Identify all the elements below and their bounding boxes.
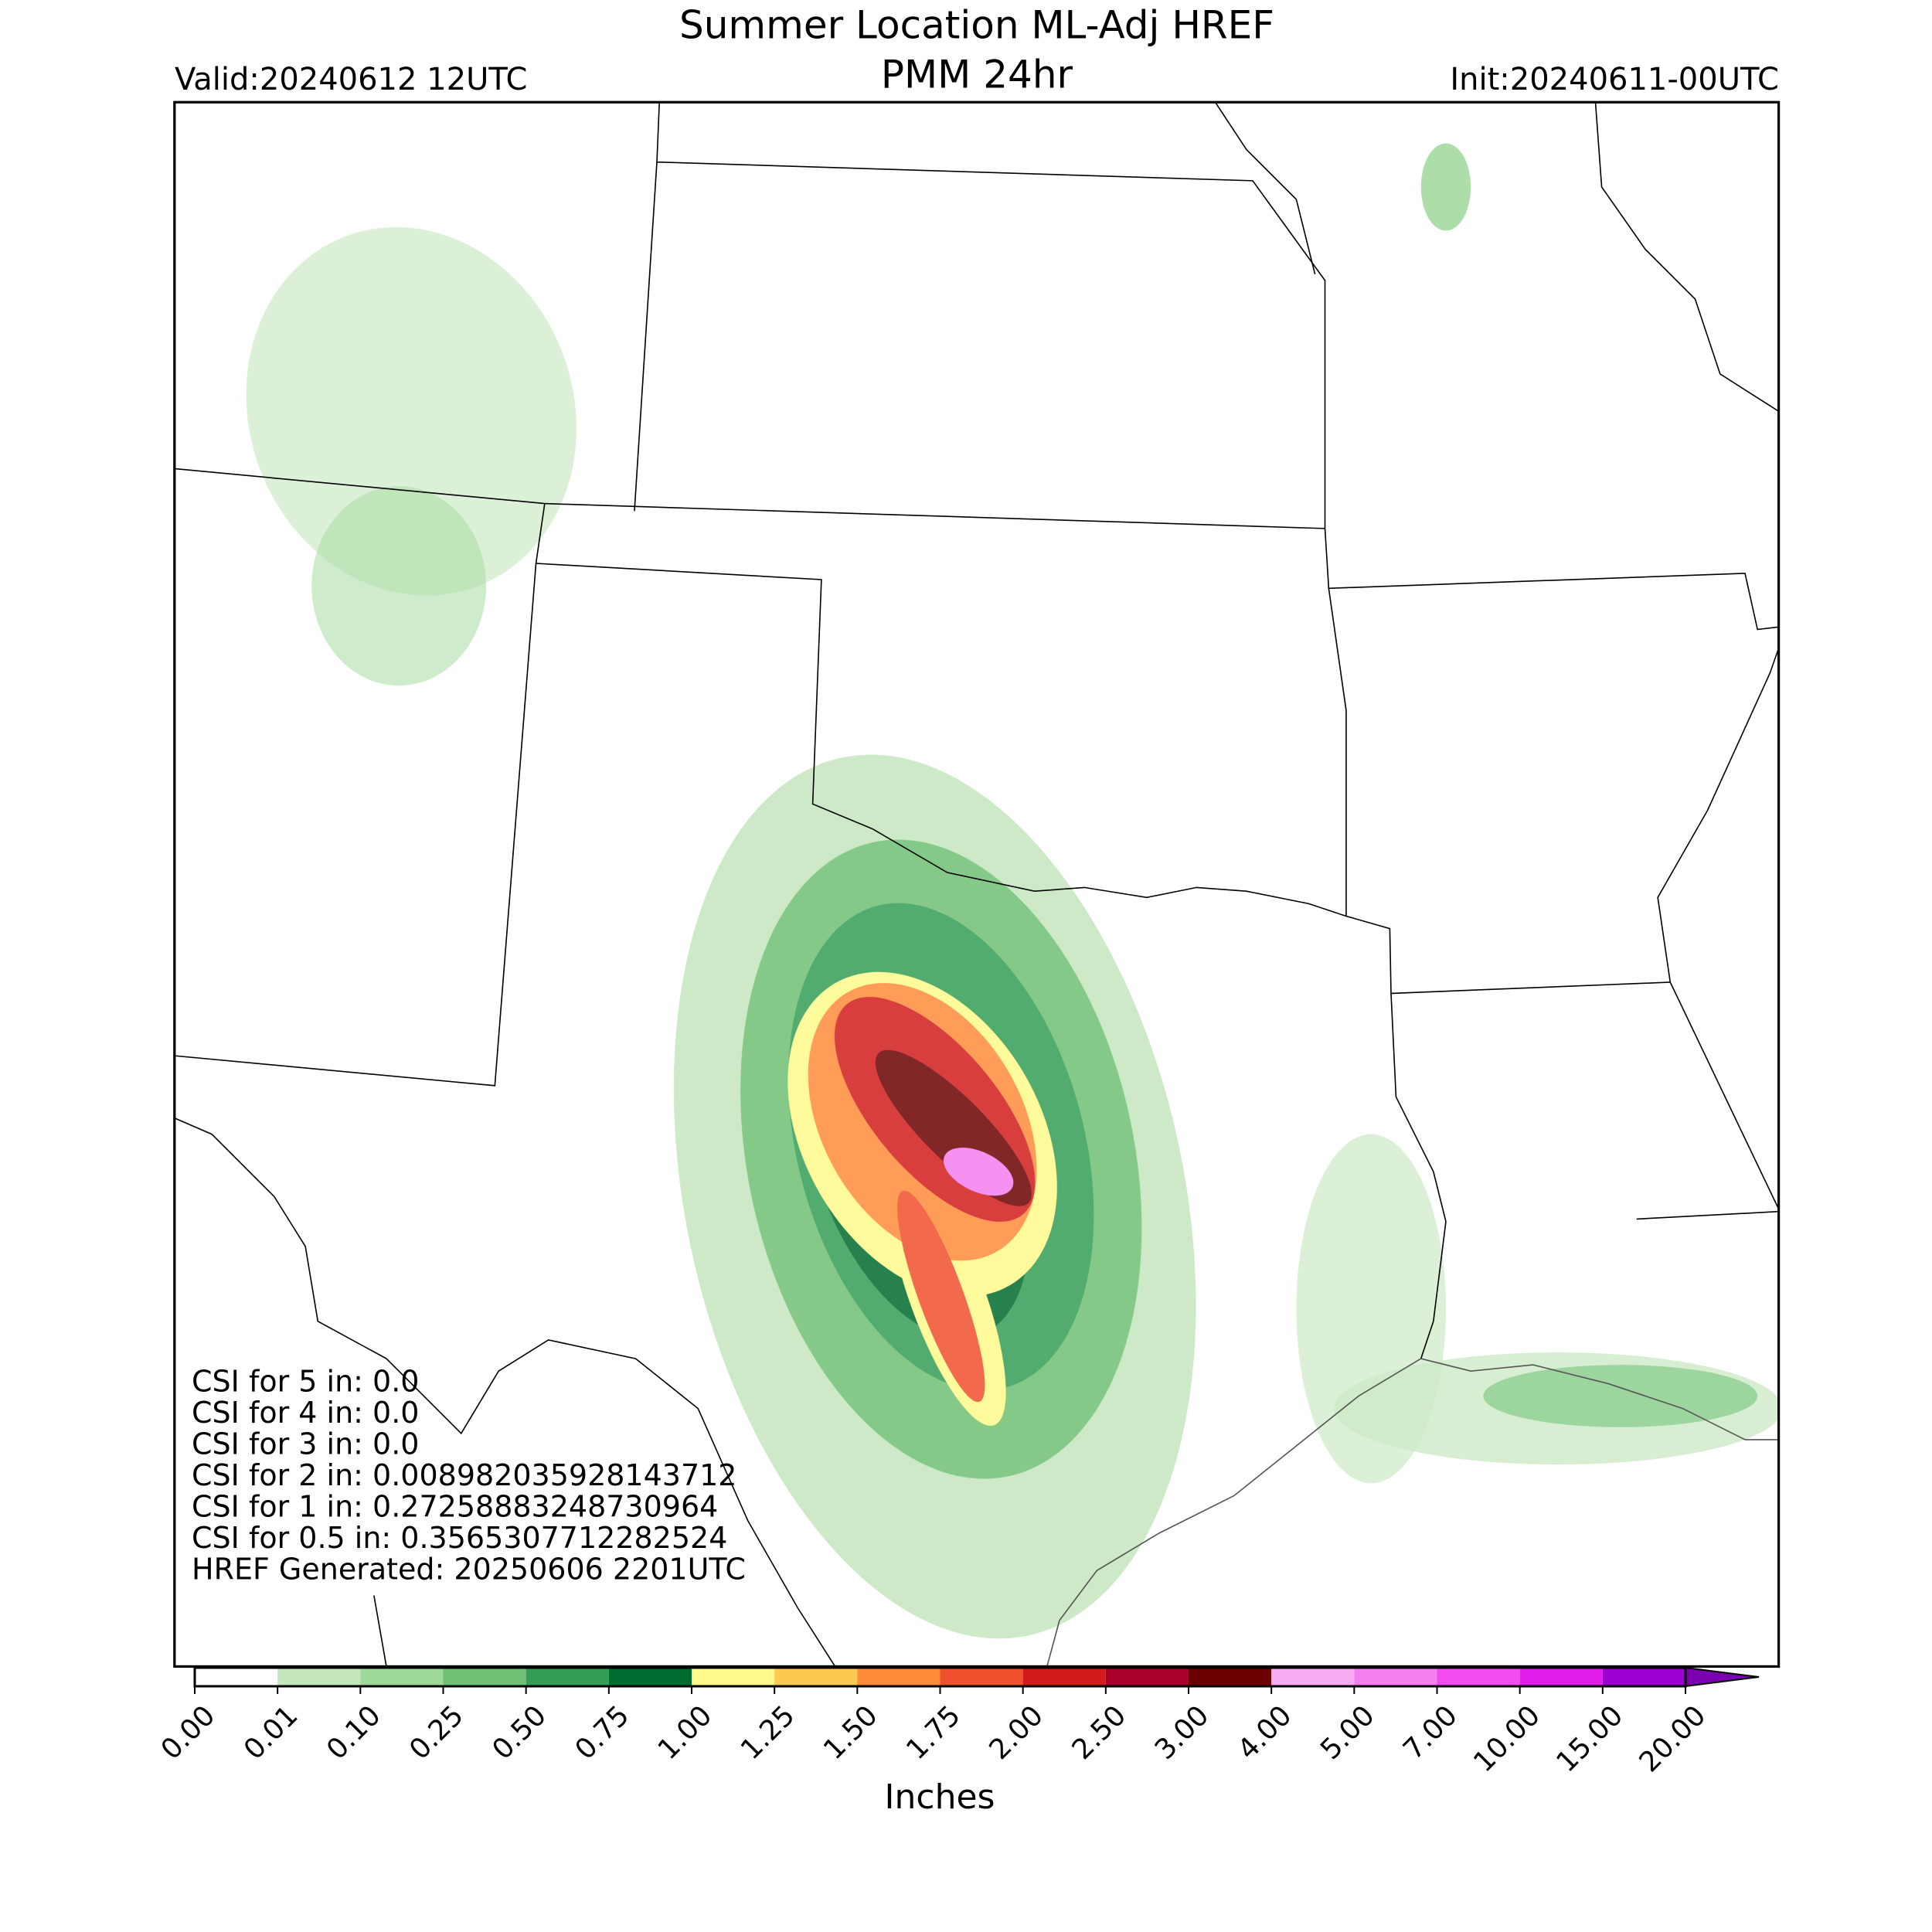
colorbar-tick-label: 2.00 — [983, 1699, 1049, 1766]
colorbar-segment — [1519, 1668, 1603, 1686]
colorbar-tick-label: 0.00 — [155, 1699, 222, 1766]
stat-line: CSI for 4 in: 0.0 — [192, 1396, 419, 1430]
colorbar-tick-label: 10.00 — [1468, 1699, 1546, 1778]
colorbar-tick-label: 0.50 — [486, 1699, 553, 1766]
colorbar-tick-label: 3.00 — [1149, 1699, 1216, 1766]
colorbar-tick-label: 2.50 — [1066, 1699, 1133, 1766]
colorbar-tick-label: 15.00 — [1550, 1699, 1629, 1778]
colorbar: 0.00 0.01 0.10 0.25 0.50 0.75 1.00 1.25 1.50 1.75… — [155, 1666, 1760, 1778]
colorbar-segment — [526, 1668, 609, 1686]
colorbar-tick-label: 1.00 — [652, 1699, 719, 1766]
colorbar-tick-label: 20.00 — [1634, 1699, 1713, 1778]
colorbar-segment — [1189, 1668, 1272, 1686]
stat-line: CSI for 2 in: 0.008982035928143712 — [192, 1458, 737, 1492]
colorbar-tick-label: 1.75 — [900, 1699, 967, 1766]
colorbar-segment — [774, 1668, 858, 1686]
colorbar-tick-label: 0.01 — [238, 1699, 304, 1766]
colorbar-label: Inches — [885, 1777, 995, 1817]
stat-line: HREF Generated: 20250606 2201UTC — [192, 1553, 746, 1587]
colorbar-segment — [277, 1668, 361, 1686]
init-time: Init:20240611-00UTC — [1450, 62, 1779, 97]
colorbar-segment — [1437, 1668, 1520, 1686]
colorbar-segment — [1105, 1668, 1189, 1686]
colorbar-segment — [1022, 1668, 1106, 1686]
colorbar-segment — [1354, 1668, 1437, 1686]
colorbar-tick-label: 0.75 — [570, 1699, 636, 1766]
colorbar-extend — [1685, 1666, 1760, 1688]
colorbar-segment — [857, 1668, 940, 1686]
colorbar-tick-label: 0.10 — [321, 1699, 387, 1766]
colorbar-tick-label: 5.00 — [1315, 1699, 1381, 1766]
colorbar-segment — [1271, 1668, 1355, 1686]
precip-field — [246, 143, 1779, 1639]
colorbar-segment — [360, 1668, 444, 1686]
stat-line: CSI for 5 in: 0.0 — [192, 1365, 419, 1399]
colorbar-segment — [940, 1668, 1023, 1686]
colorbar-segment — [443, 1668, 526, 1686]
colorbar-segment — [692, 1668, 775, 1686]
colorbar-tick-label: 1.25 — [735, 1699, 801, 1766]
colorbar-tick-label: 1.50 — [818, 1699, 884, 1766]
colorbar-segment — [195, 1668, 278, 1686]
map-frame — [173, 100, 1781, 1668]
colorbar-segment — [1602, 1668, 1685, 1686]
state-borders — [174, 102, 1779, 1667]
stat-line: CSI for 1 in: 0.27258883248730964 — [192, 1490, 718, 1524]
stat-line: CSI for 0.5 in: 0.3565307712282524 — [192, 1521, 727, 1555]
colorbar-segment — [608, 1668, 692, 1686]
valid-time: Valid:20240612 12UTC — [175, 62, 527, 97]
title: Summer Location ML-Adj HREF — [679, 3, 1274, 48]
colorbar-tick-label: 7.00 — [1397, 1699, 1464, 1766]
colorbar-tick-label: 0.25 — [403, 1699, 470, 1766]
subtitle: PMM 24hr — [881, 53, 1073, 97]
map — [173, 100, 1781, 1668]
stat-line: CSI for 3 in: 0.0 — [192, 1427, 419, 1461]
colorbar-tick-label: 4.00 — [1232, 1699, 1298, 1766]
